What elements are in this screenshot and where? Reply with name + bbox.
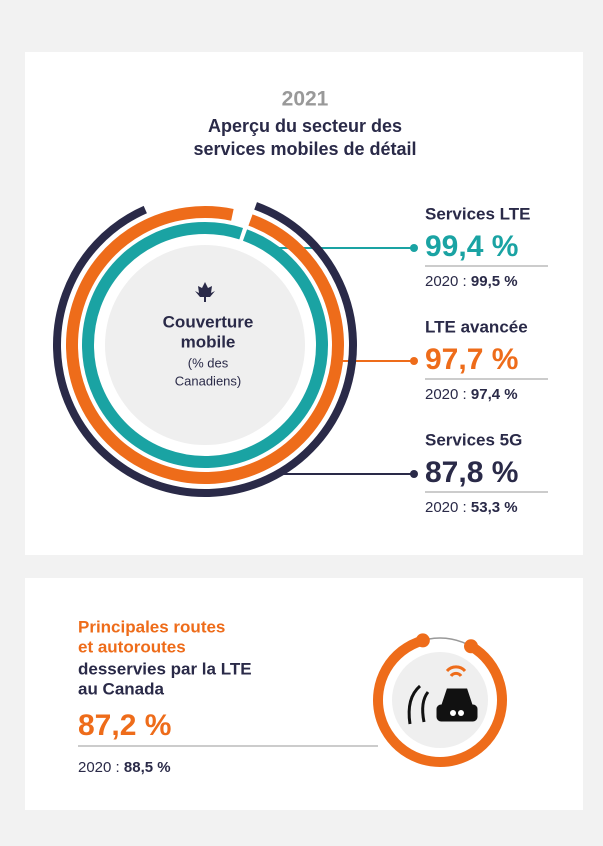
- previous-value: 2020 : 88,5 %: [78, 759, 171, 776]
- center-label: Couverture: [163, 312, 254, 331]
- ring-end-dot: [464, 639, 478, 654]
- previous-label: 2020 :: [425, 499, 467, 516]
- previous-label: 2020 :: [425, 273, 467, 290]
- title: au Canada: [78, 679, 165, 698]
- previous-number: 99,5 %: [471, 273, 518, 290]
- previous-value: 2020 : 97,4 %: [425, 386, 518, 403]
- title-highlight: Principales routes: [78, 617, 225, 636]
- car-light: [458, 710, 464, 716]
- title-highlight: et autoroutes: [78, 637, 186, 656]
- series-name: Services 5G: [425, 430, 522, 449]
- ring-bar: [53, 193, 357, 497]
- value-label: 97,7 %: [425, 343, 518, 376]
- previous-number: 97,4 %: [471, 386, 518, 403]
- center-note: (% des: [188, 355, 229, 370]
- ring-bar: [66, 206, 344, 484]
- value-label: 87,2 %: [78, 709, 171, 742]
- previous-value: 2020 : 99,5 %: [425, 273, 518, 290]
- car-icon: [407, 665, 478, 725]
- series-name: LTE avancée: [425, 317, 528, 336]
- subtitle: Aperçu du secteur des: [208, 116, 402, 136]
- ring-end-dot: [415, 633, 430, 648]
- previous-value: 2020 : 53,3 %: [425, 499, 518, 516]
- leader-dot: [410, 244, 418, 252]
- previous-label: 2020 :: [78, 759, 120, 776]
- car-light: [450, 710, 456, 716]
- previous-number: 53,3 %: [471, 499, 518, 516]
- value-label: 87,8 %: [425, 456, 518, 489]
- previous-number: 88,5 %: [124, 759, 171, 776]
- center-disc: [105, 245, 305, 445]
- leader-dot: [410, 357, 418, 365]
- ring-bar: [82, 222, 328, 468]
- value-label: 99,4 %: [425, 230, 518, 263]
- title: desservies par la LTE: [78, 659, 252, 678]
- year: 2021: [282, 88, 329, 111]
- previous-label: 2020 :: [425, 386, 467, 403]
- center-label: mobile: [181, 332, 236, 351]
- subtitle: services mobiles de détail: [193, 139, 416, 159]
- maple-leaf: [195, 282, 215, 302]
- icon-disc: [392, 652, 488, 748]
- series-name: Services LTE: [425, 204, 531, 223]
- center-note: Canadiens): [175, 373, 242, 388]
- leader-dot: [410, 470, 418, 478]
- card: [25, 578, 583, 810]
